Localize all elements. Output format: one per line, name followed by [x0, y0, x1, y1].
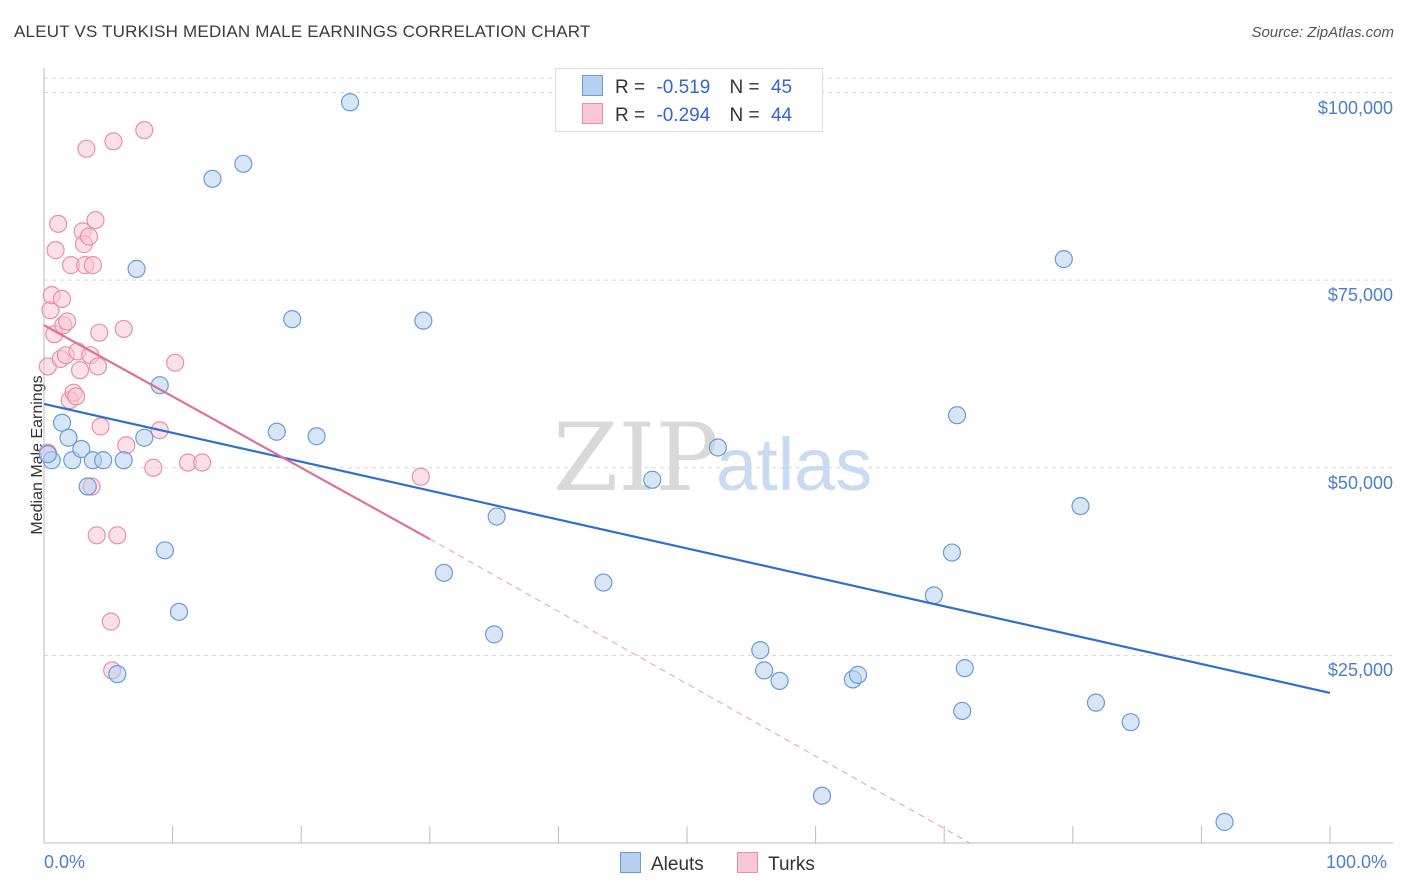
aleuts-point-21 — [414, 311, 433, 330]
aleuts-point-20 — [340, 93, 360, 112]
stats-legend: R = -0.519 N = 45 R = -0.294 N = 44 — [555, 68, 823, 132]
y-tick-label-2: $75,000 — [1327, 285, 1393, 306]
aleuts-point-23 — [485, 625, 504, 644]
x-tick-label-max: 100.0% — [1326, 852, 1388, 872]
turks-point-15 — [67, 387, 86, 406]
aleuts-point-24 — [487, 507, 506, 526]
x-tick-label-min: 0.0% — [44, 852, 86, 872]
turks-trendline-1 — [43, 324, 431, 541]
aleuts-point-30 — [770, 671, 789, 690]
turks-point-38 — [144, 458, 163, 477]
turks-point-28 — [88, 357, 108, 376]
aleuts-point-14 — [169, 602, 189, 621]
aleuts-point-16 — [234, 154, 253, 173]
y-tick-label-0: $25,000 — [1327, 660, 1393, 681]
turks-point-40 — [166, 353, 185, 372]
watermark: ZIP atlas — [553, 404, 872, 513]
turks-point-35 — [114, 319, 133, 339]
legend-item-aleuts: Aleuts — [620, 852, 704, 876]
aleuts-point-38 — [955, 659, 974, 678]
aleuts-point-19 — [307, 427, 326, 446]
aleuts-point-11 — [135, 428, 154, 447]
aleuts-point-10 — [127, 259, 146, 278]
aleuts-point-39 — [1054, 250, 1073, 269]
y-tick-label-1: $50,000 — [1327, 472, 1393, 493]
legend-swatch-aleuts — [620, 852, 641, 873]
aleuts-point-42 — [1121, 713, 1140, 732]
legend-row-aleuts: R = -0.519 N = 45 — [582, 75, 792, 99]
aleuts-point-8 — [108, 665, 127, 684]
aleuts-point-7 — [94, 451, 113, 470]
turks-point-22 — [79, 227, 99, 246]
turks-point-43 — [411, 467, 430, 486]
turks-point-31 — [101, 612, 120, 631]
aleuts-point-40 — [1071, 496, 1090, 516]
aleuts-point-44 — [38, 445, 57, 464]
aleuts-point-18 — [283, 310, 302, 329]
turks-point-27 — [87, 526, 106, 545]
turks-point-25 — [83, 256, 102, 275]
aleuts-point-25 — [594, 573, 613, 592]
aleuts-swatch — [582, 75, 603, 96]
turks-trendline-2 — [429, 538, 971, 844]
aleuts-point-41 — [1086, 693, 1106, 712]
turks-points — [38, 120, 430, 680]
aleuts-point-36 — [947, 406, 967, 425]
aleuts-point-9 — [114, 451, 133, 470]
y-tick-label-3: $100,000 — [1317, 97, 1393, 118]
turks-point-8 — [52, 289, 72, 308]
aleuts-point-22 — [434, 563, 454, 582]
aleuts-point-26 — [643, 470, 662, 489]
aleuts-point-17 — [267, 422, 286, 441]
turks-point-36 — [117, 436, 136, 455]
source-credit: Source: ZipAtlas.com — [1251, 24, 1394, 41]
turks-point-17 — [70, 361, 90, 380]
turks-point-30 — [91, 417, 110, 436]
turks-point-11 — [58, 312, 77, 331]
aleuts-point-29 — [755, 661, 774, 680]
aleuts-point-35 — [942, 543, 962, 562]
turks-point-37 — [135, 120, 154, 140]
turks-point-29 — [90, 323, 109, 342]
legend-item-turks: Turks — [737, 852, 815, 876]
turks-point-5 — [46, 241, 65, 260]
chart-title: ALEUT VS TURKISH MEDIAN MALE EARNINGS CO… — [14, 22, 591, 41]
trendlines — [43, 324, 1331, 844]
aleuts-point-1 — [52, 413, 72, 432]
turks-point-42 — [193, 453, 212, 472]
turks-point-6 — [49, 214, 68, 233]
aleuts-point-13 — [155, 541, 174, 560]
aleuts-point-5 — [78, 477, 97, 496]
aleuts-point-31 — [812, 786, 832, 805]
aleuts-point-4 — [72, 439, 91, 459]
turks-swatch — [582, 103, 603, 124]
aleuts-point-28 — [751, 641, 770, 660]
aleuts-trendline-0 — [43, 402, 1331, 694]
series-legend: Aleuts Turks — [620, 852, 843, 876]
aleuts-r-value: -0.519 — [656, 77, 711, 98]
aleuts-point-27 — [708, 438, 727, 457]
aleuts-point-33 — [848, 665, 868, 684]
aleuts-point-37 — [953, 701, 972, 721]
aleuts-point-15 — [203, 169, 222, 188]
turks-n-value: 44 — [770, 105, 793, 126]
turks-point-33 — [104, 132, 123, 151]
turks-point-21 — [77, 139, 96, 158]
aleuts-point-43 — [1215, 812, 1234, 832]
turks-point-34 — [108, 526, 127, 545]
watermark-zip: ZIP — [553, 404, 719, 513]
aleuts-n-value: 45 — [770, 77, 793, 98]
turks-r-value: -0.294 — [656, 105, 711, 126]
watermark-atlas: atlas — [716, 423, 872, 506]
aleuts-point-34 — [924, 586, 944, 605]
legend-row-turks: R = -0.294 N = 44 — [582, 103, 792, 127]
turks-point-26 — [86, 210, 105, 230]
legend-swatch-turks — [737, 852, 759, 873]
axes — [43, 68, 1393, 844]
aleuts-points — [38, 93, 1234, 832]
aleuts-point-2 — [59, 428, 78, 447]
